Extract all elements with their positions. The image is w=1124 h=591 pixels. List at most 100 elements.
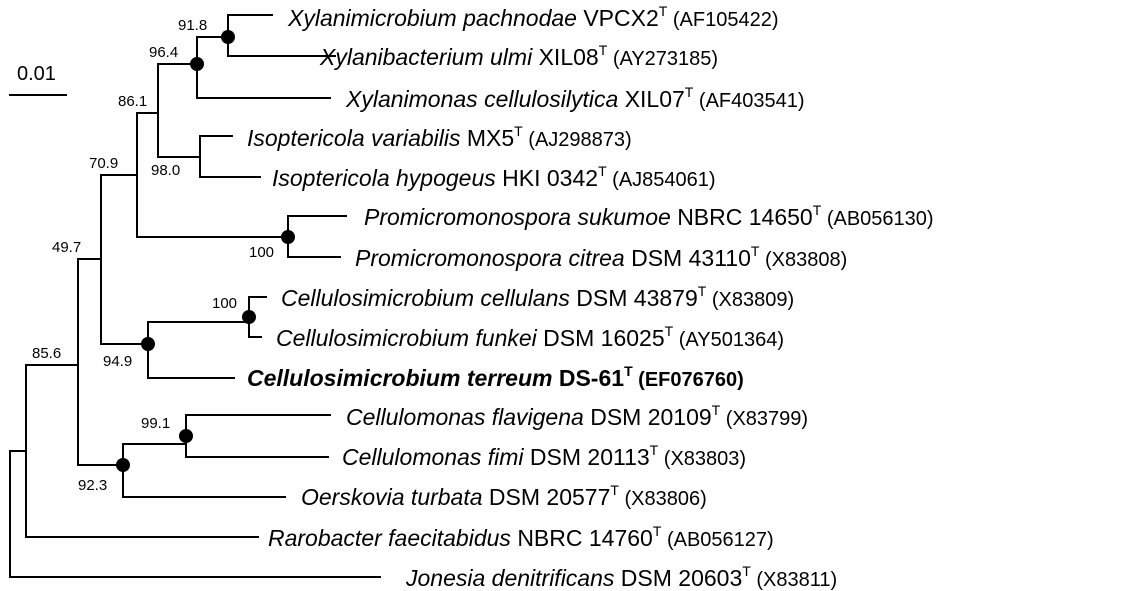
- scale-bar: 0.01: [9, 63, 67, 96]
- node-dot-92-3: [116, 458, 130, 472]
- taxon-label: Jonesia denitrificans DSM 20603T (X83811…: [405, 563, 837, 591]
- taxon-strain: XIL08: [539, 44, 599, 70]
- node-dot-99-1: [179, 429, 193, 443]
- branch-node-85-6: [25, 364, 259, 538]
- branch-root: [9, 450, 381, 578]
- taxon-species-name: Jonesia denitrificans: [405, 565, 621, 591]
- taxon-strain: DSM 43110: [631, 245, 751, 271]
- taxon-strain: VPCX2: [583, 5, 658, 31]
- branch-node-92-3: [122, 443, 286, 498]
- taxon-species-name: Isoptericola variabilis: [247, 125, 467, 151]
- bootstrap-label: 91.8: [178, 17, 207, 34]
- taxon-species-name: Cellulosimicrobium terreum: [247, 365, 559, 391]
- taxon-type-mark: T: [624, 363, 633, 379]
- taxon-species-name: Rarobacter faecitabidus: [268, 525, 517, 551]
- branch-isoptericola: [199, 135, 261, 178]
- bootstrap-labels: 91.8 96.4 86.1 98.0 70.9 100 49.7 100 94…: [32, 17, 274, 494]
- taxon-accession: (X83803): [658, 448, 746, 470]
- taxon-label: Xylanimicrobium pachnodae VPCX2T (AF1054…: [287, 3, 779, 31]
- node-dot-96-4: [190, 57, 204, 71]
- taxon-accession: (AF105422): [667, 9, 778, 31]
- branch-node-49-7: [77, 258, 124, 466]
- taxon-label: Oerskovia turbata DSM 20577T (X83806): [301, 482, 707, 510]
- branch-node-70-9: [100, 174, 149, 345]
- taxon-label: Rarobacter faecitabidus NBRC 14760T (AB0…: [268, 523, 774, 551]
- branch-node-99-1: [185, 414, 329, 458]
- taxon-type-mark: T: [598, 163, 607, 179]
- taxon-label: Promicromonospora citrea DSM 43110T (X83…: [355, 243, 847, 271]
- bootstrap-label: 100: [249, 244, 274, 261]
- taxon-species-name: Isoptericola hypogeus: [272, 165, 502, 191]
- taxon-label: Cellulomonas fimi DSM 20113T (X83803): [342, 442, 746, 470]
- taxon-species-name: Cellulomonas fimi: [342, 444, 530, 470]
- branch-node-96-4: [157, 63, 201, 158]
- taxon-strain: XIL07: [625, 86, 685, 112]
- taxon-strain: NBRC 14650: [677, 204, 813, 230]
- taxon-label: Cellulomonas flavigena DSM 20109T (X8379…: [346, 402, 808, 430]
- taxon-type-mark: T: [742, 563, 751, 579]
- bootstrap-label: 100: [212, 295, 237, 312]
- taxon-type-mark: T: [653, 523, 662, 539]
- taxon-label: Xylanibacterium ulmi XIL08T (AY273185): [319, 42, 718, 70]
- taxon-type-mark: T: [685, 84, 694, 100]
- taxon-accession: (AB056127): [661, 529, 773, 551]
- taxon-accession: (AF403541): [693, 90, 804, 112]
- taxon-label: Xylanimonas cellulosilytica XIL07T (AF40…: [345, 84, 805, 112]
- bootstrap-label: 70.9: [89, 155, 118, 172]
- taxon-strain: DSM 20603: [621, 565, 742, 591]
- node-dot-91-8: [221, 30, 235, 44]
- taxon-accession: (X83806): [619, 488, 707, 510]
- taxon-species-name: Xylanibacterium ulmi: [319, 44, 539, 70]
- taxon-type-mark: T: [665, 323, 674, 339]
- taxon-strain: HKI 0342: [502, 165, 598, 191]
- taxon-strain: DS-61: [559, 365, 624, 391]
- taxon-type-mark: T: [751, 243, 760, 259]
- branch-node-86-1: [136, 112, 289, 238]
- taxon-accession: (AB056130): [821, 208, 933, 230]
- taxon-accession: (AY273185): [607, 48, 718, 70]
- taxon-label: Isoptericola hypogeus HKI 0342T (AJ85406…: [272, 163, 716, 191]
- taxon-labels: Xylanimicrobium pachnodae VPCX2T (AF1054…: [247, 3, 934, 591]
- taxon-type-mark: T: [712, 402, 721, 418]
- taxon-strain: DSM 16025: [543, 325, 664, 351]
- taxon-species-name: Promicromonospora sukumoe: [364, 204, 677, 230]
- taxon-accession: (X83799): [720, 408, 808, 430]
- taxon-accession: (X83811): [751, 569, 837, 591]
- taxon-strain: DSM 20113: [530, 444, 650, 470]
- taxon-accession: (AY501364): [673, 329, 784, 351]
- taxon-accession: (X83809): [706, 289, 794, 311]
- taxon-type-mark: T: [599, 42, 608, 58]
- taxon-type-mark: T: [698, 283, 707, 299]
- taxon-label: Promicromonospora sukumoe NBRC 14650T (A…: [364, 202, 934, 230]
- node-dot-100-cellulosimicrobium: [242, 310, 256, 324]
- taxon-strain: MX5: [467, 125, 514, 151]
- bootstrap-label: 85.6: [32, 345, 61, 362]
- taxon-label: Cellulosimicrobium cellulans DSM 43879T …: [281, 283, 794, 311]
- taxon-type-mark: T: [659, 3, 668, 19]
- taxon-species-name: Xylanimicrobium pachnodae: [287, 5, 583, 31]
- branch-node-94-9: [147, 321, 235, 379]
- taxon-type-mark: T: [650, 442, 659, 458]
- node-dot-100-promicro: [281, 230, 295, 244]
- taxon-accession: (X83808): [759, 249, 847, 271]
- taxon-label: Cellulosimicrobium terreum DS-61T (EF076…: [247, 363, 744, 391]
- bootstrap-label: 86.1: [118, 93, 147, 110]
- taxon-label: Isoptericola variabilis MX5T (AJ298873): [247, 123, 632, 151]
- taxon-species-name: Oerskovia turbata: [301, 484, 489, 510]
- taxon-species-name: Xylanimonas cellulosilytica: [345, 86, 625, 112]
- taxon-species-name: Cellulosimicrobium cellulans: [281, 285, 576, 311]
- taxon-label: Cellulosimicrobium funkei DSM 16025T (AY…: [276, 323, 784, 351]
- taxon-strain: DSM 43879: [576, 285, 697, 311]
- taxon-type-mark: T: [813, 202, 822, 218]
- bootstrap-label: 92.3: [78, 477, 107, 494]
- taxon-type-mark: T: [610, 482, 619, 498]
- branch-node-91-8: [196, 36, 331, 99]
- branch-xylanimicrobium-pachnodae: [227, 14, 336, 57]
- node-markers: [116, 30, 295, 472]
- taxon-strain: DSM 20109: [590, 404, 711, 430]
- taxon-strain: DSM 20577: [489, 484, 610, 510]
- node-dot-94-9: [141, 337, 155, 351]
- taxon-accession: (AJ298873): [523, 129, 632, 151]
- bootstrap-label: 98.0: [151, 162, 180, 179]
